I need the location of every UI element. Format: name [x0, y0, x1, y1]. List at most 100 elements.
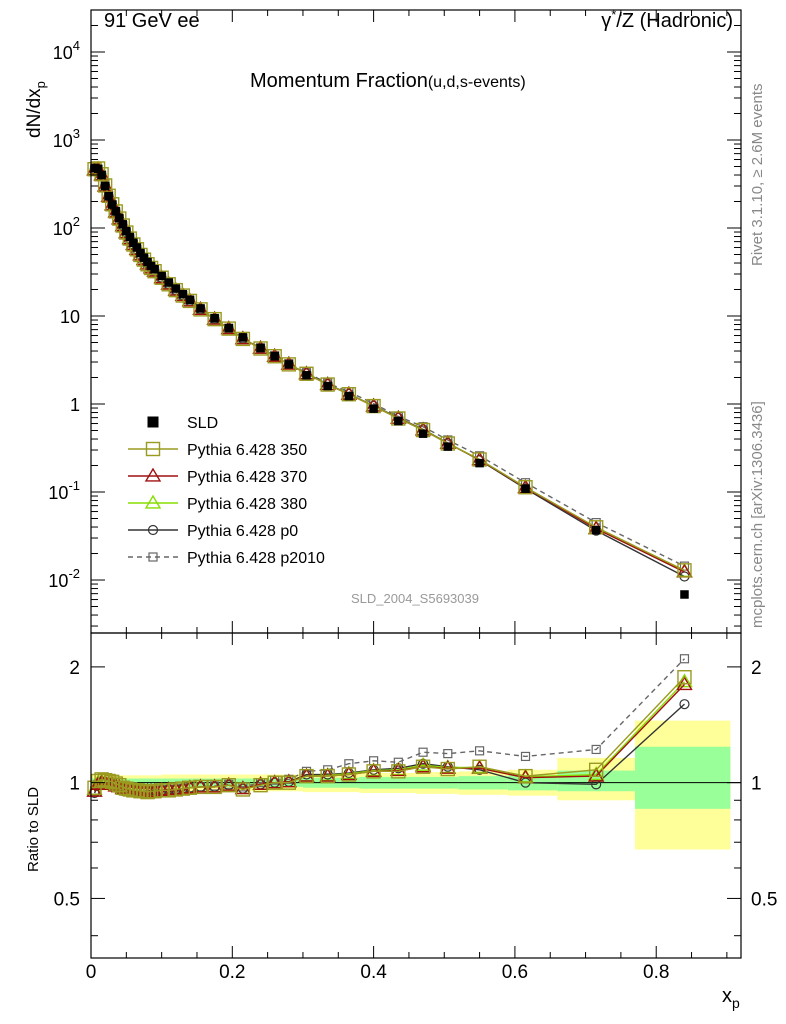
point-data: [185, 295, 195, 304]
ratio-y-tick-label-right: 2: [751, 658, 762, 679]
ratio-y-tick-label: 0.5: [54, 889, 80, 910]
ratio-point-p370: [587, 767, 605, 782]
ratio-point-p350: [677, 670, 692, 685]
ratio-point-p350: [235, 782, 251, 797]
ratio-point-p370: [234, 780, 252, 795]
ratio-point-p350: [440, 761, 455, 777]
header-left: 91 GeV ee: [104, 10, 200, 32]
point-data: [118, 220, 128, 229]
main-y-tick-label: 104: [53, 38, 80, 63]
ratio-point-p370: [298, 767, 315, 782]
point-p350: [320, 377, 335, 392]
point-data: [178, 289, 188, 299]
legend-label: Pythia 6.428 350: [187, 442, 307, 459]
point-data: [132, 243, 142, 252]
ratio-point-p350: [221, 777, 236, 793]
ratio-point-p350: [267, 775, 282, 790]
point-p350: [281, 357, 297, 372]
point-data: [680, 590, 689, 599]
point-p350: [193, 302, 208, 317]
series-line-p380: [94, 168, 685, 573]
x-tick-label: 0.8: [643, 962, 669, 983]
main-y-tick-label: 1: [70, 395, 80, 415]
x-tick-label: 0: [86, 962, 97, 983]
ratio-point-p350: [341, 767, 357, 782]
point-data: [475, 458, 484, 468]
legend-label: SLD: [187, 415, 218, 432]
point-data: [125, 232, 135, 242]
ratio-point-p350: [518, 768, 533, 784]
x-tick-label: 0.6: [502, 962, 528, 983]
ratio-point-p2010: [443, 749, 453, 759]
point-data: [115, 213, 124, 223]
main-y-tick-label: 10-1: [48, 478, 80, 503]
point-p350: [182, 293, 198, 309]
point-data: [164, 278, 173, 287]
legend-entry-p350: Pythia 6.428 350: [128, 441, 307, 459]
ratio-point-p370: [252, 775, 269, 790]
ratio-point-p370: [390, 762, 407, 777]
ratio-y-tick-label-right: 0.5: [751, 889, 777, 910]
point-data: [157, 271, 166, 281]
point-data: [122, 226, 131, 236]
ratio-point-p350: [281, 775, 297, 790]
point-data: [443, 442, 453, 451]
mcplots-label: mcplots.cern.ch [arXiv:1306.3436]: [749, 401, 766, 628]
point-p350: [299, 366, 314, 381]
legend-label: Pythia 6.428 p0: [187, 523, 298, 540]
legend-marker-p350: [145, 441, 161, 457]
point-data: [100, 181, 110, 191]
ratio-y-tick-label-right: 1: [751, 774, 762, 795]
x-tick-label: 0.2: [219, 962, 245, 983]
ratio-point-p350: [472, 759, 487, 774]
legend-entry-p380: Pythia 6.428 380: [128, 494, 307, 513]
series-line-p2010: [94, 168, 685, 567]
x-tick-label: 0.4: [360, 962, 387, 983]
ratio-point-p2010: [474, 746, 485, 756]
legend-marker-p370: [144, 467, 162, 482]
ratio-point-p350: [415, 759, 431, 774]
point-data: [210, 313, 219, 323]
legend-entry-data: SLD: [147, 415, 218, 432]
point-data: [270, 351, 279, 361]
legend-entry-p0: Pythia 6.428 p0: [128, 523, 298, 540]
point-data: [107, 200, 117, 209]
legend-entry-p2010: Pythia 6.428 p2010: [128, 550, 325, 567]
legend-label: Pythia 6.428 380: [187, 496, 307, 513]
ratio-point-p2010: [591, 744, 601, 755]
series-line-p350: [94, 167, 685, 571]
series-line-p370: [94, 168, 685, 573]
ratio-point-p2010: [418, 747, 428, 757]
point-data: [302, 371, 311, 380]
ratio-point-p380: [414, 756, 432, 771]
ratio-point-p370: [439, 759, 457, 774]
ratio-y-tick-label: 1: [69, 774, 80, 795]
point-data: [394, 416, 403, 426]
main-y-tick-label: 102: [53, 214, 80, 239]
rivet-label: Rivet 3.1.10, ≥ 2.6M events: [749, 84, 766, 267]
ratio-point-p370: [220, 776, 237, 791]
ratio-band-inner: [635, 746, 731, 809]
point-p350: [677, 563, 692, 578]
point-data: [238, 333, 248, 342]
ratio-point-p350: [588, 762, 604, 778]
ratio-point-p370: [365, 762, 382, 777]
ratio-point-p350: [299, 768, 314, 784]
ratio-point-p370: [319, 767, 336, 782]
ratio-point-p370: [266, 774, 283, 789]
point-data: [111, 206, 120, 216]
legend-marker-p380: [144, 494, 162, 509]
ratio-point-p2010: [679, 654, 690, 664]
point-data: [136, 248, 145, 258]
ratio-ylabel: Ratio to SLD: [25, 787, 42, 872]
point-data: [93, 164, 103, 174]
main-y-tick-label: 103: [53, 126, 80, 151]
main-ylabel: dN/dxp: [24, 81, 48, 138]
point-data: [323, 381, 332, 391]
point-data: [284, 360, 294, 369]
ratio-point-p350: [391, 764, 406, 779]
ratio-point-p350: [182, 780, 198, 795]
point-data: [139, 253, 149, 262]
series-line-p0: [94, 168, 685, 578]
